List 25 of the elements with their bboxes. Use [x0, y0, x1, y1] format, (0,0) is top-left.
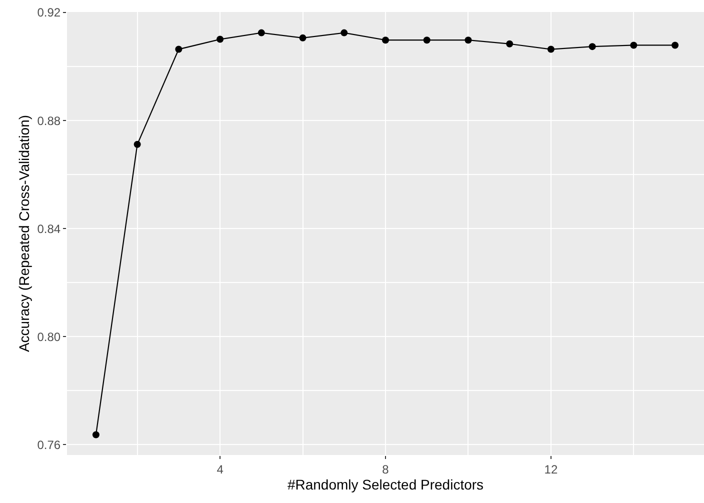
y-tick-label: 0.84 [37, 222, 61, 236]
point [134, 140, 141, 148]
point [464, 36, 472, 44]
point [175, 46, 182, 53]
point [506, 40, 514, 48]
y-tick-label: 0.88 [37, 114, 61, 128]
point [92, 431, 100, 438]
point [547, 46, 554, 53]
point [299, 34, 306, 42]
point [630, 42, 638, 49]
point [588, 43, 596, 50]
point [258, 29, 265, 36]
y-tick-label: 0.76 [37, 438, 61, 452]
y-tick-label: 0.80 [37, 330, 61, 344]
x-axis-title: #Randomly Selected Predictors [287, 476, 484, 493]
y-axis-title: Accuracy (Repeated Cross-Validation) [16, 114, 32, 352]
point [340, 29, 348, 36]
x-tick-label: 8 [382, 462, 390, 476]
point [382, 36, 389, 44]
point [216, 36, 224, 43]
y-tick-label: 0.92 [37, 6, 61, 20]
point [672, 42, 679, 49]
point [423, 36, 430, 44]
x-tick-label: 4 [216, 462, 224, 476]
x-tick-label: 12 [544, 462, 558, 476]
